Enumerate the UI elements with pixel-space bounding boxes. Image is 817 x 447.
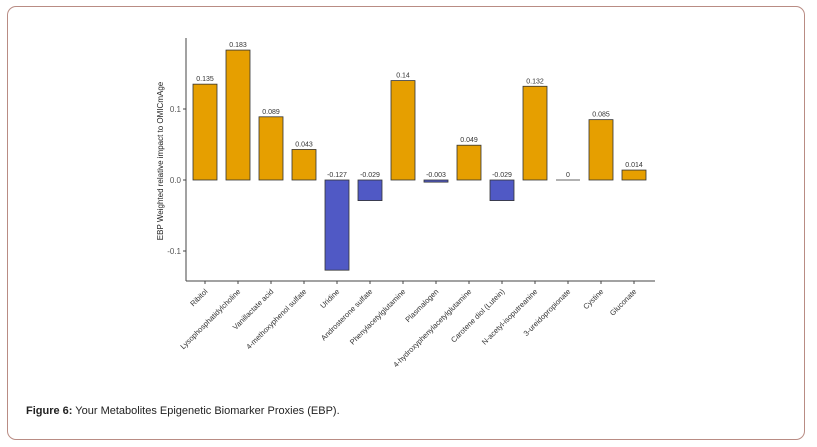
- bar: [357, 179, 383, 201]
- bar: [423, 179, 449, 183]
- figure-frame: [7, 6, 805, 440]
- bar-value-label: 0.085: [592, 112, 610, 119]
- bars: [192, 49, 647, 271]
- category-label: Ribitol: [188, 287, 209, 308]
- category-label: Gluconate: [608, 287, 639, 318]
- bar: [390, 80, 416, 181]
- bar: [258, 116, 284, 181]
- x-ticks: RibitolLysophosphatidylcholineVanillacta…: [178, 281, 638, 369]
- bar-value-label: 0.049: [460, 137, 478, 144]
- bar: [588, 119, 614, 181]
- bar-value-label: 0.132: [526, 78, 544, 85]
- bar-value-labels: 0.135 0.183 0.089 0.043 -0.127 -0.029 0.14 -0.0…: [196, 42, 643, 179]
- category-label: Uridine: [318, 287, 341, 310]
- category-label: 4-methoxyphenol sulfate: [244, 287, 308, 351]
- bar-value-label: 0.014: [625, 162, 643, 169]
- y-ticks: -0.1 0.0 0.1: [167, 105, 186, 256]
- category-label: Phenylacetylglutamine: [348, 287, 407, 346]
- bar-value-label: 0.135: [196, 76, 214, 83]
- bar: [291, 149, 317, 181]
- bar-value-label: 0.14: [396, 73, 410, 80]
- axes: [185, 38, 655, 282]
- bar-value-label: -0.127: [327, 172, 347, 179]
- y-tick-label: 0.1: [170, 105, 182, 114]
- bar: [456, 144, 482, 181]
- y-tick-label: -0.1: [167, 247, 181, 256]
- bar-value-label: 0.043: [295, 141, 313, 148]
- y-tick-label: 0.0: [170, 176, 182, 185]
- bar: [324, 179, 350, 271]
- bar: [621, 169, 647, 181]
- bar-value-label: -0.003: [426, 172, 446, 179]
- category-label: Cystine: [581, 287, 605, 311]
- bar-value-label: -0.029: [492, 172, 512, 179]
- caption-prefix: Figure 6:: [26, 405, 73, 417]
- y-axis-title: EBP Weighted relative impact to OMICmAge: [156, 81, 165, 240]
- bar-value-label: 0.089: [262, 109, 280, 116]
- caption-text: Your Metabolites Epigenetic Biomarker Pr…: [72, 405, 340, 417]
- bar: [192, 83, 218, 181]
- figure-caption: Figure 6: Your Metabolites Epigenetic Bi…: [26, 405, 340, 417]
- bar-value-label: 0: [566, 172, 570, 179]
- bar-value-label: -0.029: [360, 172, 380, 179]
- category-label: N-acetyl-isoputreanine: [480, 287, 539, 346]
- bar: [522, 85, 548, 181]
- bar: [489, 179, 515, 201]
- category-label: Lysophosphatidylcholine: [178, 287, 242, 351]
- bar-value-label: 0.183: [229, 42, 247, 49]
- bar: [225, 49, 251, 181]
